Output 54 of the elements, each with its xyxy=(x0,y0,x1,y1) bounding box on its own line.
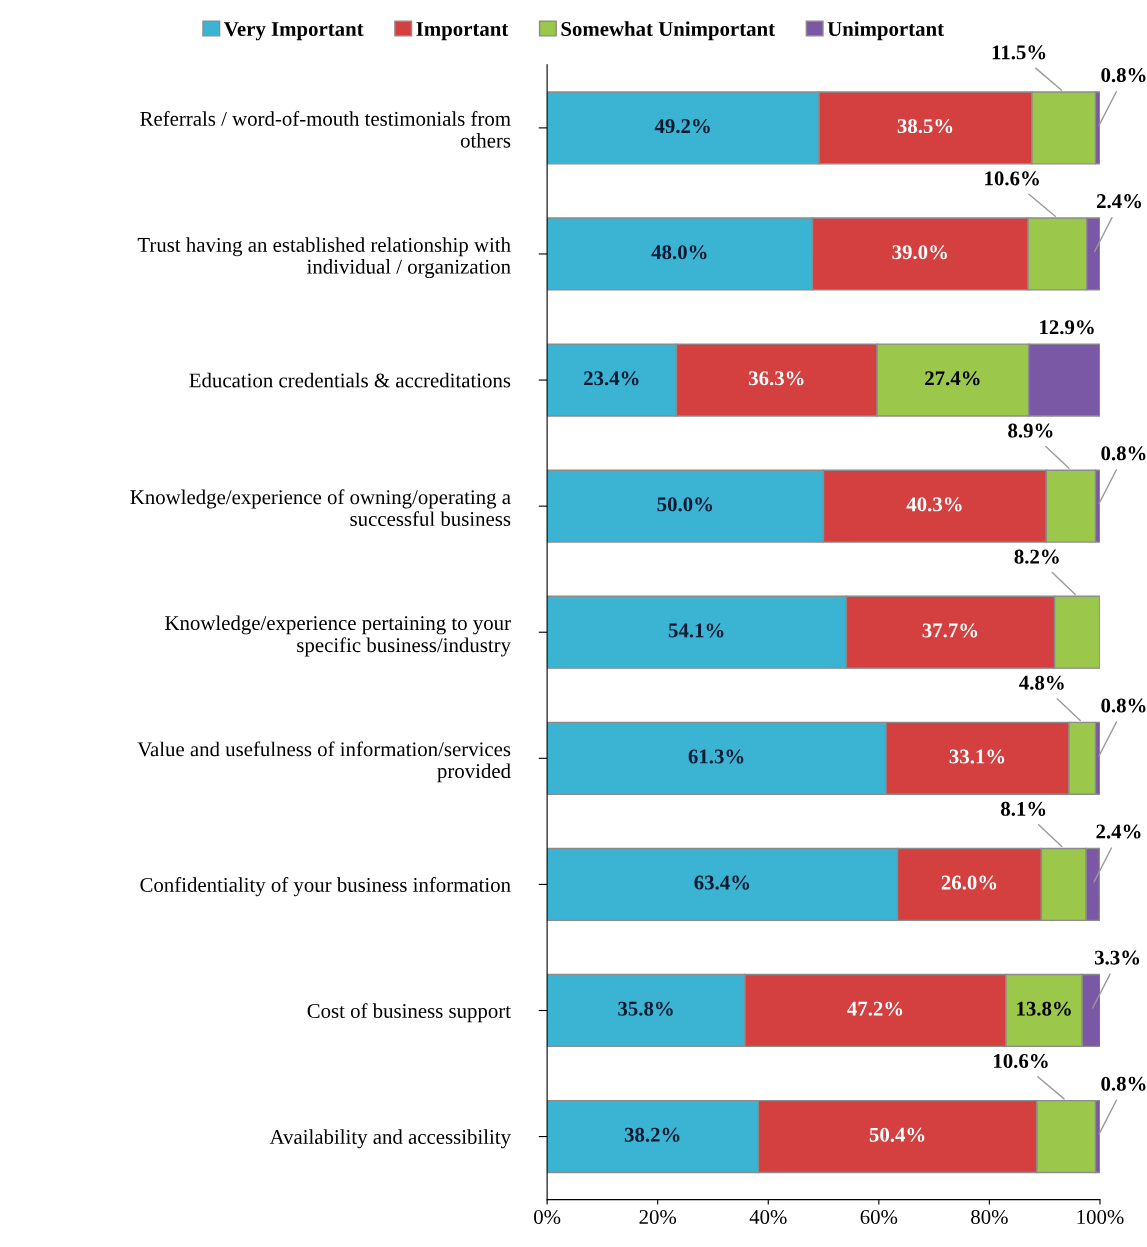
x-tick-label: 80% xyxy=(971,1209,1008,1225)
data-label: 54.1% xyxy=(668,623,724,638)
data-label: 2.4% xyxy=(1096,824,1141,839)
data-label: 40.3% xyxy=(906,497,962,512)
data-label: 4.8% xyxy=(1019,675,1064,690)
legend-label: Very Important xyxy=(224,22,364,41)
data-label: 12.9% xyxy=(1040,320,1094,335)
data-label: 0.8% xyxy=(1101,1076,1146,1091)
data-label: 0.8% xyxy=(1101,698,1146,713)
data-label: 47.2% xyxy=(847,1001,903,1016)
data-label: 36.3% xyxy=(748,371,804,386)
data-label: 10.6% xyxy=(985,171,1039,186)
data-label: 38.5% xyxy=(897,119,953,134)
data-label: 8.9% xyxy=(1008,423,1053,438)
data-label: 3.3% xyxy=(1094,950,1140,965)
y-tick-label: Education credentials & accreditations xyxy=(189,372,511,388)
data-label: 0.8% xyxy=(1101,446,1146,461)
y-tick-label: Knowledge/experience of owning/operating a successful business xyxy=(130,489,511,527)
data-label: 38.2% xyxy=(624,1127,680,1142)
legend-label: Unimportant xyxy=(827,21,944,41)
y-tick-label: Knowledge/experience pertaining to your specific business/industry xyxy=(165,615,511,657)
y-tick-label: Confidentiality of your business information xyxy=(140,877,511,897)
y-tick-label: Availability and accessibility xyxy=(269,1129,511,1149)
data-label: 10.6% xyxy=(994,1053,1048,1069)
data-label: 8.1% xyxy=(1000,801,1046,816)
data-label: 13.8% xyxy=(1017,1001,1071,1016)
data-label: 26.0% xyxy=(941,875,997,890)
data-label: 27.4% xyxy=(925,371,980,386)
y-tick-label: Trust having an established relationship with individual / organization xyxy=(137,237,511,279)
data-label: 8.2% xyxy=(1014,549,1059,564)
data-label: 63.4% xyxy=(694,875,750,890)
y-tick-label: Referrals / word-of-mouth testimonials from others xyxy=(140,111,511,148)
data-label: 49.2% xyxy=(654,119,710,134)
data-label: 61.3% xyxy=(688,749,744,764)
x-tick-label: 100% xyxy=(1077,1209,1124,1225)
y-tick-label: Value and usefulness of information/services provided xyxy=(137,741,511,783)
data-label: 11.5% xyxy=(992,45,1046,60)
x-tick-label: 40% xyxy=(749,1209,787,1225)
x-tick-label: 60% xyxy=(860,1209,898,1225)
legend-label: Somewhat Unimportant xyxy=(561,21,775,41)
data-label: 33.1% xyxy=(949,749,1005,764)
data-label: 23.4% xyxy=(584,371,639,386)
data-label: 48.0% xyxy=(651,245,707,260)
x-tick-label: 20% xyxy=(639,1209,677,1225)
legend-label: Important xyxy=(416,22,509,41)
data-label: 50.4% xyxy=(869,1127,925,1142)
y-tick-label: Cost of business support xyxy=(307,1003,511,1023)
data-label: 35.8% xyxy=(618,1001,673,1016)
data-label: 37.7% xyxy=(922,623,978,638)
data-label: 0.8% xyxy=(1101,67,1146,83)
data-label: 39.0% xyxy=(892,245,947,260)
x-tick-label: 0% xyxy=(534,1209,561,1225)
data-label: 50.0% xyxy=(657,497,713,512)
data-label: 2.4% xyxy=(1096,194,1142,209)
